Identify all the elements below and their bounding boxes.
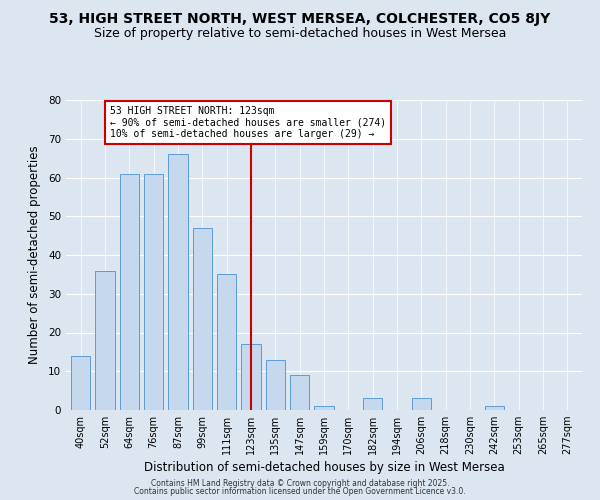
Bar [168,154,188,410]
Bar [290,375,310,410]
Bar [266,360,285,410]
Bar [485,406,504,410]
Text: 53 HIGH STREET NORTH: 123sqm
← 90% of semi-detached houses are smaller (274)
10%: 53 HIGH STREET NORTH: 123sqm ← 90% of se… [110,106,386,139]
Bar [412,398,431,410]
Text: Size of property relative to semi-detached houses in West Mersea: Size of property relative to semi-detach… [94,28,506,40]
X-axis label: Distribution of semi-detached houses by size in West Mersea: Distribution of semi-detached houses by … [143,462,505,474]
Bar [193,228,212,410]
Bar [119,174,139,410]
Bar [95,270,115,410]
Bar [241,344,261,410]
Text: Contains HM Land Registry data © Crown copyright and database right 2025.: Contains HM Land Registry data © Crown c… [151,478,449,488]
Bar [314,406,334,410]
Text: Contains public sector information licensed under the Open Government Licence v3: Contains public sector information licen… [134,487,466,496]
Y-axis label: Number of semi-detached properties: Number of semi-detached properties [28,146,41,364]
Bar [144,174,163,410]
Bar [71,356,91,410]
Bar [217,274,236,410]
Text: 53, HIGH STREET NORTH, WEST MERSEA, COLCHESTER, CO5 8JY: 53, HIGH STREET NORTH, WEST MERSEA, COLC… [49,12,551,26]
Bar [363,398,382,410]
